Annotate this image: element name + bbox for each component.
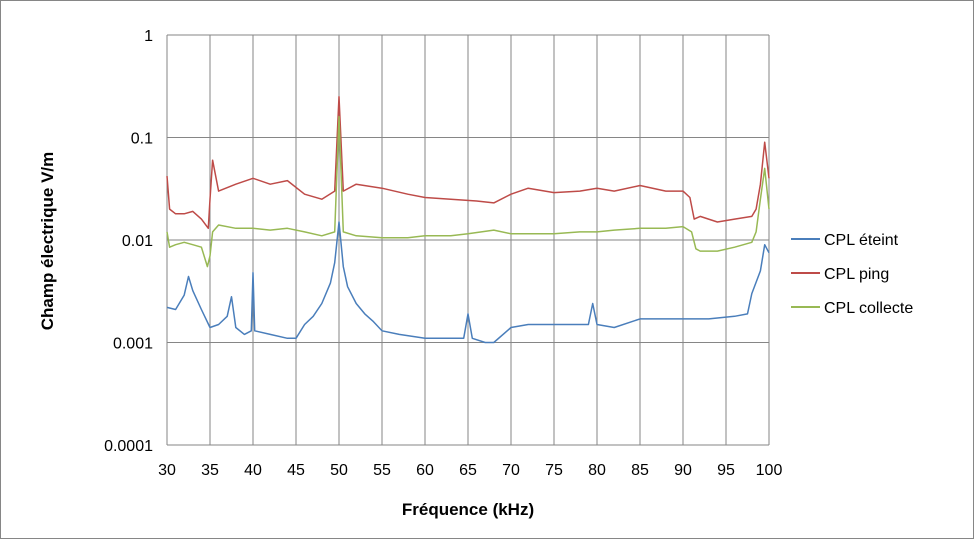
y-tick-label: 0.0001 bbox=[104, 438, 153, 455]
legend-label: CPL ping bbox=[824, 266, 889, 283]
x-tick-label: 65 bbox=[459, 462, 477, 479]
x-tick-label: 80 bbox=[588, 462, 606, 479]
series-line-1 bbox=[166, 221, 770, 344]
x-axis-ticks: 30 35 40 45 50 55 60 65 70 75 80 85 90 95 100 bbox=[158, 462, 782, 479]
y-tick-label: 0.01 bbox=[122, 233, 153, 250]
y-tick-label: 0.001 bbox=[113, 336, 153, 353]
series-line-3 bbox=[166, 115, 770, 268]
legend-label: CPL collecte bbox=[824, 300, 913, 317]
x-tick-label: 75 bbox=[545, 462, 563, 479]
x-tick-label: 35 bbox=[201, 462, 219, 479]
x-tick-label: 50 bbox=[330, 462, 348, 479]
x-tick-label: 100 bbox=[756, 462, 783, 479]
y-axis-ticks: 1 0.1 0.01 0.001 0.0001 bbox=[104, 28, 153, 455]
legend-label: CPL éteint bbox=[824, 232, 899, 249]
legend: CPL éteint CPL ping CPL collecte bbox=[791, 232, 913, 317]
series-lines bbox=[166, 95, 770, 344]
x-tick-label: 90 bbox=[674, 462, 692, 479]
x-tick-label: 70 bbox=[502, 462, 520, 479]
x-tick-label: 30 bbox=[158, 462, 176, 479]
x-tick-label: 55 bbox=[373, 462, 391, 479]
x-tick-label: 40 bbox=[244, 462, 262, 479]
x-axis-title: Fréquence (kHz) bbox=[402, 500, 534, 519]
y-tick-label: 0.1 bbox=[131, 131, 153, 148]
x-tick-label: 45 bbox=[287, 462, 305, 479]
gridlines bbox=[166, 34, 770, 446]
x-tick-label: 95 bbox=[717, 462, 735, 479]
y-axis-title: Champ électrique V/m bbox=[38, 152, 57, 331]
y-tick-label: 1 bbox=[144, 28, 153, 45]
x-tick-label: 85 bbox=[631, 462, 649, 479]
x-tick-label: 60 bbox=[416, 462, 434, 479]
series-line-2 bbox=[166, 95, 770, 230]
